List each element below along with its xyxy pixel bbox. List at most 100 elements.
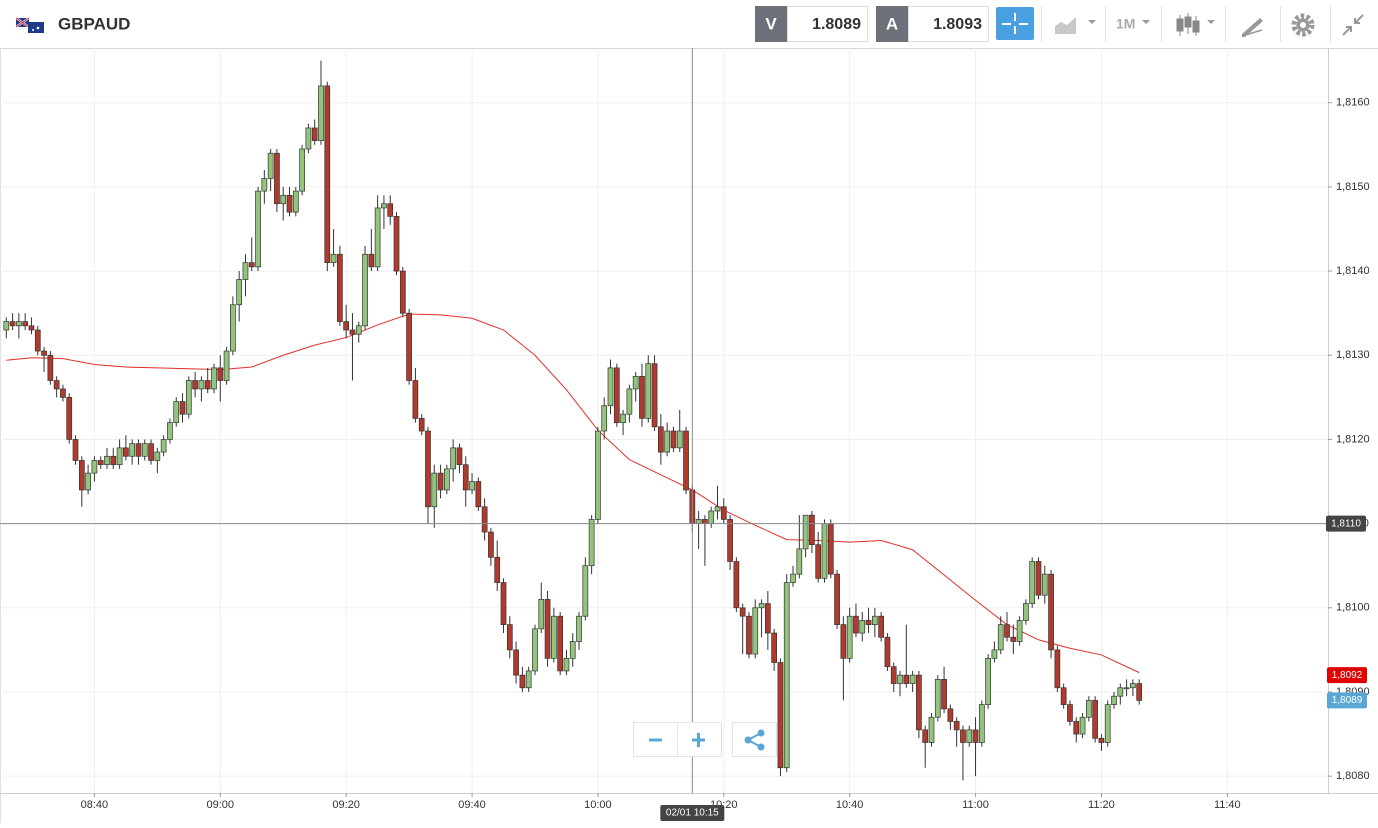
candle-body-down bbox=[557, 615, 564, 672]
candle-body-up bbox=[821, 523, 828, 579]
buy-label-box[interactable] bbox=[876, 6, 908, 42]
candle-body-down bbox=[393, 216, 400, 272]
x-tick-label: 11:00 bbox=[962, 799, 989, 811]
crosshair-price-box bbox=[1326, 515, 1366, 532]
candle-body-up bbox=[708, 510, 715, 524]
candle-body-down bbox=[513, 649, 519, 676]
buy-price-box[interactable] bbox=[908, 6, 989, 42]
x-tick-label: 10:40 bbox=[836, 799, 864, 811]
candle-body-down bbox=[739, 607, 746, 617]
candle-style-button[interactable] bbox=[1176, 13, 1215, 36]
candle-body-down bbox=[34, 329, 41, 352]
candle-body-down bbox=[922, 729, 929, 743]
grid: 1,80801,80901,81001,81101,81201,81301,81… bbox=[0, 48, 1370, 811]
crosshair-time-box bbox=[660, 805, 725, 821]
candle-body-up bbox=[859, 620, 866, 634]
sell-price-box[interactable] bbox=[787, 6, 868, 42]
candle-body-up bbox=[173, 401, 180, 423]
candle-body-down bbox=[387, 203, 394, 217]
candle-body-down bbox=[506, 624, 513, 651]
candle-body-down bbox=[764, 603, 771, 634]
timeframe[interactable]: 1M bbox=[1116, 16, 1135, 32]
candle-body-up bbox=[91, 460, 98, 474]
candle-body-up bbox=[551, 615, 557, 659]
settings-button[interactable] bbox=[1291, 13, 1315, 37]
candle-body-up bbox=[362, 253, 368, 327]
overlay: 1,8110 02/01 10:15 1,8092 1,8089 bbox=[0, 48, 1367, 821]
candle-body-down bbox=[192, 380, 198, 390]
candle-body-up bbox=[525, 670, 532, 689]
candle-body-up bbox=[538, 599, 545, 630]
candle-body-down bbox=[475, 481, 482, 508]
candle-body-up bbox=[1111, 695, 1117, 705]
candle-body-up bbox=[167, 422, 173, 440]
candle-body-down bbox=[217, 367, 224, 381]
candle-body-up bbox=[897, 674, 903, 684]
candle-body-down bbox=[544, 599, 551, 659]
collapse-button[interactable] bbox=[1342, 14, 1364, 36]
x-tick-label: 11:40 bbox=[1214, 799, 1241, 811]
crosshair-button[interactable] bbox=[996, 7, 1034, 40]
candle-body-up bbox=[85, 472, 91, 491]
buy-label[interactable]: A bbox=[886, 14, 898, 33]
candle-body-up bbox=[330, 253, 337, 264]
candle-body-up bbox=[607, 367, 614, 407]
candle-body-up bbox=[255, 190, 261, 268]
candle-body-down bbox=[1136, 683, 1143, 701]
buy-price[interactable]: 1.8093 bbox=[933, 16, 982, 33]
candle-body-down bbox=[286, 194, 293, 213]
y-tick-label: 1,8160 bbox=[1336, 97, 1370, 109]
candle-body-up bbox=[450, 447, 457, 470]
candle-body-down bbox=[72, 439, 79, 461]
zoom-in-button[interactable] bbox=[677, 722, 722, 757]
zoom-out-button[interactable] bbox=[633, 722, 678, 757]
crosshair-price-label: 1,8110 bbox=[1331, 518, 1361, 529]
candle-body-up bbox=[185, 380, 192, 415]
candle-body-down bbox=[777, 662, 784, 769]
sell-label[interactable]: V bbox=[765, 14, 777, 33]
price-tag-label: 1,8092 bbox=[1332, 670, 1363, 681]
candle-body-up bbox=[601, 405, 608, 432]
candle-body-up bbox=[632, 375, 639, 390]
candle-body-down bbox=[204, 380, 211, 390]
candle-body-up bbox=[230, 304, 236, 352]
candle-body-down bbox=[123, 447, 129, 457]
candle-body-up bbox=[280, 194, 287, 205]
chart-type-button[interactable] bbox=[1055, 17, 1096, 34]
candle-body-up bbox=[198, 380, 205, 390]
candle-body-down bbox=[41, 350, 47, 356]
candle-body-up bbox=[676, 430, 683, 449]
candle-body-up bbox=[223, 350, 230, 381]
candle-body-down bbox=[771, 632, 777, 663]
y-tick-label: 1,8150 bbox=[1336, 181, 1370, 193]
candle-body-down bbox=[28, 325, 35, 331]
candle-body-down bbox=[274, 152, 280, 205]
candle-body-up bbox=[3, 321, 10, 331]
candle-body-up bbox=[1041, 573, 1048, 596]
candle-body-up bbox=[783, 582, 790, 769]
share-button[interactable] bbox=[732, 722, 777, 757]
draw-tool-button[interactable] bbox=[1241, 18, 1263, 37]
candle-body-down bbox=[148, 443, 154, 461]
candle-body-down bbox=[1098, 737, 1105, 743]
candle-body-down bbox=[481, 506, 488, 533]
sell-label-box[interactable] bbox=[755, 6, 787, 42]
candle-body-down bbox=[456, 447, 463, 466]
x-tick-label: 09:40 bbox=[458, 799, 486, 811]
candle-body-up bbox=[1029, 561, 1036, 604]
buy-button[interactable]: A 1.8093 bbox=[876, 6, 989, 42]
sell-price[interactable]: 1.8089 bbox=[812, 16, 861, 33]
sell-button[interactable]: V 1.8089 bbox=[755, 6, 868, 42]
candle-body-up bbox=[569, 641, 576, 659]
timeframe-button[interactable]: 1M bbox=[1116, 16, 1150, 32]
candle-body-down bbox=[1035, 561, 1042, 596]
candle-body-up bbox=[752, 607, 759, 655]
candle-body-up bbox=[318, 85, 324, 141]
candle-body-down bbox=[815, 544, 822, 579]
candle-body-up bbox=[588, 519, 595, 567]
candle-body-down bbox=[720, 506, 727, 520]
candle-body-down bbox=[500, 582, 507, 625]
candle-body-down bbox=[97, 460, 104, 466]
candle-body-up bbox=[116, 447, 123, 466]
candle-body-up bbox=[374, 207, 381, 268]
